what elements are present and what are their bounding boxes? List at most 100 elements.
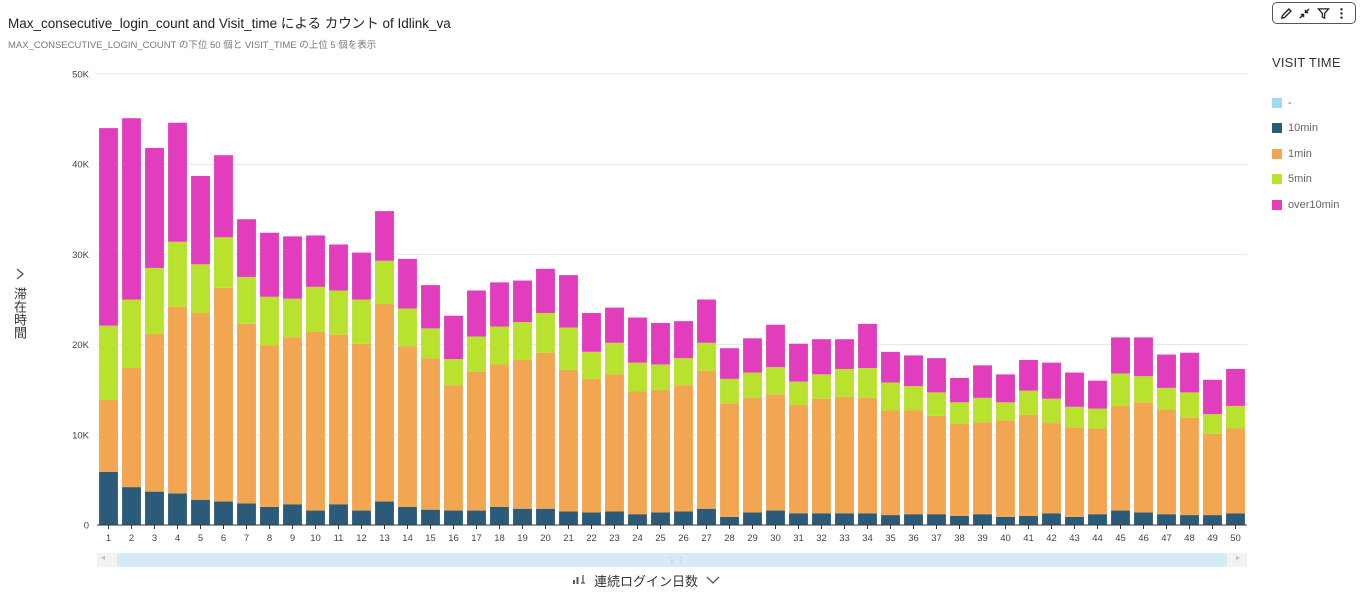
x-tick-label: 19 (517, 533, 528, 544)
bar-segment (766, 394, 785, 511)
visual-toolbar (1272, 2, 1356, 24)
x-tick-label: 18 (494, 533, 505, 544)
x-tick-label: 35 (885, 533, 896, 544)
bar-segment (1134, 376, 1153, 403)
x-tick-label: 26 (678, 533, 689, 544)
bar-segment (559, 275, 578, 328)
bar-segment (1157, 354, 1176, 388)
legend-item[interactable]: 1min (1272, 141, 1339, 167)
x-tick-label: 45 (1115, 533, 1126, 544)
bar-segment (927, 358, 946, 393)
bar-segment (168, 493, 187, 525)
x-tick-label: 12 (356, 533, 367, 544)
bar-segment (950, 402, 969, 424)
bar-segment (559, 511, 578, 525)
bar-segment (559, 327, 578, 370)
y-tick-label: 40K (72, 160, 90, 171)
bar-segment (927, 415, 946, 515)
x-tick-label: 9 (290, 533, 295, 544)
legend-item[interactable]: 5min (1272, 167, 1339, 193)
bar-segment (835, 368, 854, 397)
bar-segment (789, 405, 808, 514)
bar-segment (582, 351, 601, 379)
pencil-icon[interactable] (1278, 5, 1294, 21)
bar-segment (122, 299, 141, 369)
more-icon[interactable] (1334, 5, 1350, 21)
bar-segment (191, 175, 210, 265)
chart-subtitle: MAX_CONSECUTIVE_LOGIN_COUNT の下位 50 個と VI… (8, 40, 377, 51)
x-tick-label: 34 (862, 533, 873, 544)
bar-segment (1042, 513, 1061, 525)
bar-segment (260, 506, 279, 525)
bar-segment (352, 510, 371, 525)
bar-segment (329, 334, 348, 505)
bar-segment (651, 512, 670, 525)
scroll-right-handle[interactable]: ▸ (1236, 553, 1241, 562)
legend-title: VISIT TIME (1272, 55, 1341, 70)
bar-segment (1226, 405, 1245, 429)
bar-segment (306, 331, 325, 511)
filter-icon[interactable] (1315, 5, 1331, 21)
bar-segment (858, 368, 877, 398)
bar-segment (306, 286, 325, 332)
scroll-grip-icon[interactable]: ⋮⋮ (668, 556, 686, 565)
x-tick-label: 38 (954, 533, 965, 544)
bar-segment (1226, 428, 1245, 514)
bar-segment (651, 322, 670, 365)
bar-segment (260, 296, 279, 346)
legend-item[interactable]: 10min (1272, 116, 1339, 142)
bar-segment (444, 315, 463, 360)
bar-segment (1088, 380, 1107, 409)
bar-segment (904, 386, 923, 411)
bar-segment (145, 333, 164, 492)
bar-segment (628, 317, 647, 363)
legend-item[interactable]: over10min (1272, 192, 1339, 218)
y-tick-label: 10K (72, 430, 90, 441)
bar-segment (697, 299, 716, 343)
bar-segment (996, 516, 1015, 525)
chevron-down-icon[interactable] (706, 572, 720, 590)
bar-segment (214, 501, 233, 525)
y-axis-label: 滞在時間 (12, 287, 27, 339)
bar-segment (743, 512, 762, 525)
bar-segment (329, 290, 348, 335)
scroll-left-handle[interactable]: ◂ (101, 553, 106, 562)
bar-segment (904, 355, 923, 387)
y-axis-label-group[interactable]: 滞在時間 (10, 268, 29, 339)
bar-segment (1065, 427, 1084, 517)
bar-segment (950, 515, 969, 525)
bar-segment (835, 339, 854, 369)
x-tick-label: 5 (198, 533, 203, 544)
x-tick-label: 37 (931, 533, 942, 544)
bar-segment (145, 491, 164, 525)
bar-segment (605, 511, 624, 525)
chevron-right-icon[interactable] (15, 268, 25, 283)
collapse-icon[interactable] (1297, 5, 1313, 21)
sort-icon[interactable] (572, 572, 586, 590)
x-tick-label: 31 (793, 533, 804, 544)
x-tick-label: 41 (1023, 533, 1034, 544)
bar-segment (1180, 515, 1199, 525)
bar-segment (674, 321, 693, 359)
legend-label: - (1288, 96, 1292, 109)
bar-segment (1042, 362, 1061, 399)
legend-label: 10min (1288, 122, 1318, 135)
y-tick-label: 0 (84, 521, 89, 532)
bar-segment (720, 378, 739, 404)
bar-segment (421, 328, 440, 359)
bar-segment (237, 219, 256, 277)
legend: - 10min 1min 5min over10min (1272, 90, 1339, 218)
scroll-thumb[interactable] (117, 553, 1227, 567)
bar-segment (260, 232, 279, 297)
bar-segment (283, 298, 302, 338)
bar-segment (329, 244, 348, 291)
legend-item[interactable]: - (1272, 90, 1339, 116)
bar-segment (444, 359, 463, 386)
bar-segment (214, 237, 233, 288)
bar-segment (168, 241, 187, 307)
x-tick-label: 15 (425, 533, 436, 544)
bar-segment (306, 235, 325, 287)
bar-segment (1157, 409, 1176, 515)
x-tick-label: 17 (471, 533, 482, 544)
x-axis-label-group[interactable]: 連続ログイン日数 (572, 571, 720, 590)
